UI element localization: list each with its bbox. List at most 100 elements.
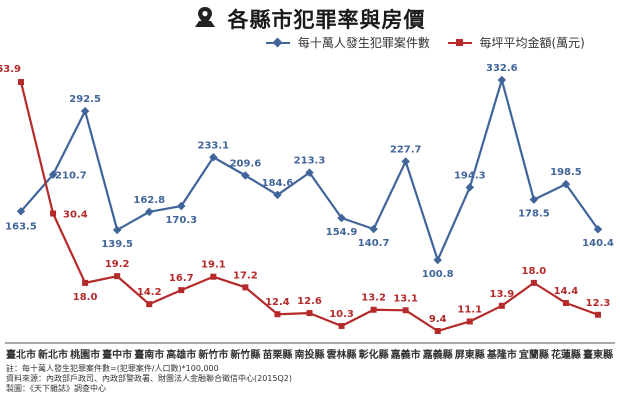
x-tick-label: 花蓮縣 (551, 348, 581, 361)
data-label-price: 17.2 (233, 270, 258, 281)
legend-swatch-crime (266, 37, 290, 47)
data-label-crime: 140.4 (582, 238, 614, 249)
data-label-price: 10.3 (329, 309, 354, 320)
data-label-price: 12.3 (586, 298, 611, 309)
data-label-crime: 332.6 (486, 63, 518, 74)
x-tick-label: 雲林縣 (327, 348, 357, 361)
legend-label-crime: 每十萬人發生犯罪案件數 (297, 36, 430, 50)
data-label-price: 14.2 (137, 287, 162, 298)
x-tick-label: 臺東縣 (583, 348, 613, 361)
data-label-crime: 163.5 (5, 221, 37, 232)
x-tick-label: 嘉義縣 (422, 348, 453, 361)
data-label-crime: 227.7 (390, 144, 422, 155)
data-point-crime (112, 225, 122, 235)
data-label-crime: 198.5 (550, 167, 582, 178)
data-label-crime: 233.1 (198, 140, 230, 151)
data-point-price (562, 300, 569, 307)
data-label-price: 18.0 (73, 292, 98, 303)
data-point-crime (337, 213, 346, 223)
data-label-price: 18.0 (522, 266, 547, 277)
x-tick-label: 苗栗縣 (262, 348, 292, 361)
data-point-crime (529, 195, 539, 204)
data-point-price (466, 318, 473, 325)
note-source: 資料來源：內政部戶政司、內政部警政署、財團法人金融聯合徵信中心(2015Q2) (6, 374, 292, 383)
chart-title: 各縣市犯罪率與房價 (227, 8, 426, 32)
data-point-crime (497, 75, 507, 85)
legend-swatch-price (447, 38, 472, 46)
data-label-price: 13.2 (361, 293, 386, 304)
data-point-crime (401, 157, 410, 166)
data-label-price: 16.7 (169, 273, 194, 284)
x-tick-label: 臺中市 (102, 348, 132, 361)
data-label-crime: 292.5 (69, 94, 101, 105)
data-point-price (178, 287, 185, 294)
data-point-price (370, 306, 377, 313)
data-label-crime: 140.7 (358, 238, 390, 249)
legend: 每十萬人發生犯罪案件數 每坪平均金額(萬元) (266, 34, 599, 52)
x-tick-label: 臺北市 (6, 348, 36, 361)
x-tick-label: 高雄市 (166, 348, 196, 361)
data-label-price: 19.1 (201, 260, 226, 271)
legend-item-crime: 每十萬人發生犯罪案件數 (266, 34, 430, 52)
x-tick-label: 基隆市 (486, 348, 517, 361)
data-point-crime (209, 153, 218, 162)
data-point-crime (273, 190, 282, 200)
x-tick-label: 新竹縣 (230, 348, 260, 361)
data-label-crime: 139.5 (101, 239, 133, 250)
data-point-price (530, 279, 537, 286)
x-tick-label: 彰化縣 (359, 348, 389, 361)
data-point-price (338, 322, 345, 329)
x-tick-label: 新北市 (38, 348, 68, 361)
x-tick-label: 新竹市 (198, 348, 228, 361)
map-pin-icon (194, 6, 216, 32)
legend-item-price: 每坪平均金額(萬元) (447, 34, 585, 52)
data-point-price (114, 273, 121, 280)
data-label-crime: 213.3 (294, 156, 326, 167)
x-tick-label: 桃園市 (70, 348, 100, 361)
data-label-price: 9.4 (429, 314, 447, 325)
x-tick-label: 宜蘭縣 (519, 348, 549, 361)
data-point-crime (305, 168, 314, 177)
data-label-price: 13.9 (489, 289, 514, 300)
data-point-price (402, 307, 409, 314)
data-label-price: 14.4 (554, 286, 579, 297)
data-point-price (50, 210, 57, 217)
data-label-crime: 154.9 (326, 227, 358, 238)
data-label-price: 11.1 (457, 304, 482, 315)
data-point-price (146, 301, 153, 308)
x-tick-label: 屏東縣 (454, 348, 485, 361)
data-point-crime (369, 224, 378, 234)
chart-title-row: 各縣市犯罪率與房價 (0, 4, 620, 34)
data-label-crime: 162.8 (133, 195, 165, 206)
data-point-price (274, 311, 281, 318)
line-chart: 臺北市 新北市 桃園市 臺中市 臺南市 高雄市 新竹市 新竹縣 苗栗縣 南投縣 雲林縣 彰化縣 嘉義市嘉… (0, 63, 615, 361)
data-point-crime (241, 171, 250, 180)
data-point-crime (177, 201, 186, 211)
data-point-price (498, 302, 505, 309)
data-label-price: 13.1 (393, 293, 418, 304)
data-label-price: 30.4 (63, 209, 88, 220)
note-definition: 註：每十萬人發生犯罪案件數=(犯罪案件/人口數)*100,000 (6, 364, 219, 373)
x-tick-label: 南投縣 (295, 348, 325, 361)
data-point-crime (80, 106, 90, 116)
data-point-price (82, 279, 89, 286)
data-label-crime: 194.3 (454, 170, 486, 181)
data-point-crime (433, 255, 442, 265)
data-label-price: 12.4 (265, 297, 290, 308)
data-point-price (595, 311, 601, 318)
data-point-price (434, 328, 441, 334)
note-credit: 製圖：《天下雜誌》調查中心 (6, 384, 106, 393)
data-label-crime: 170.3 (165, 215, 197, 226)
data-point-crime (144, 207, 154, 217)
data-label-price: 12.6 (297, 296, 322, 307)
data-label-price: 19.2 (105, 259, 130, 270)
data-point-price (242, 284, 249, 291)
data-point-crime (465, 183, 475, 192)
data-point-crime (48, 170, 58, 179)
data-label-price: 53.9 (0, 64, 21, 75)
data-point-price (18, 79, 24, 85)
data-label-crime: 210.7 (55, 171, 87, 182)
legend-label-price: 每坪平均金額(萬元) (479, 36, 585, 50)
chart-notes: 註：每十萬人發生犯罪案件數=(犯罪案件/人口數)*100,000 資料來源：內政… (6, 364, 292, 394)
data-label-crime: 184.6 (262, 178, 294, 189)
